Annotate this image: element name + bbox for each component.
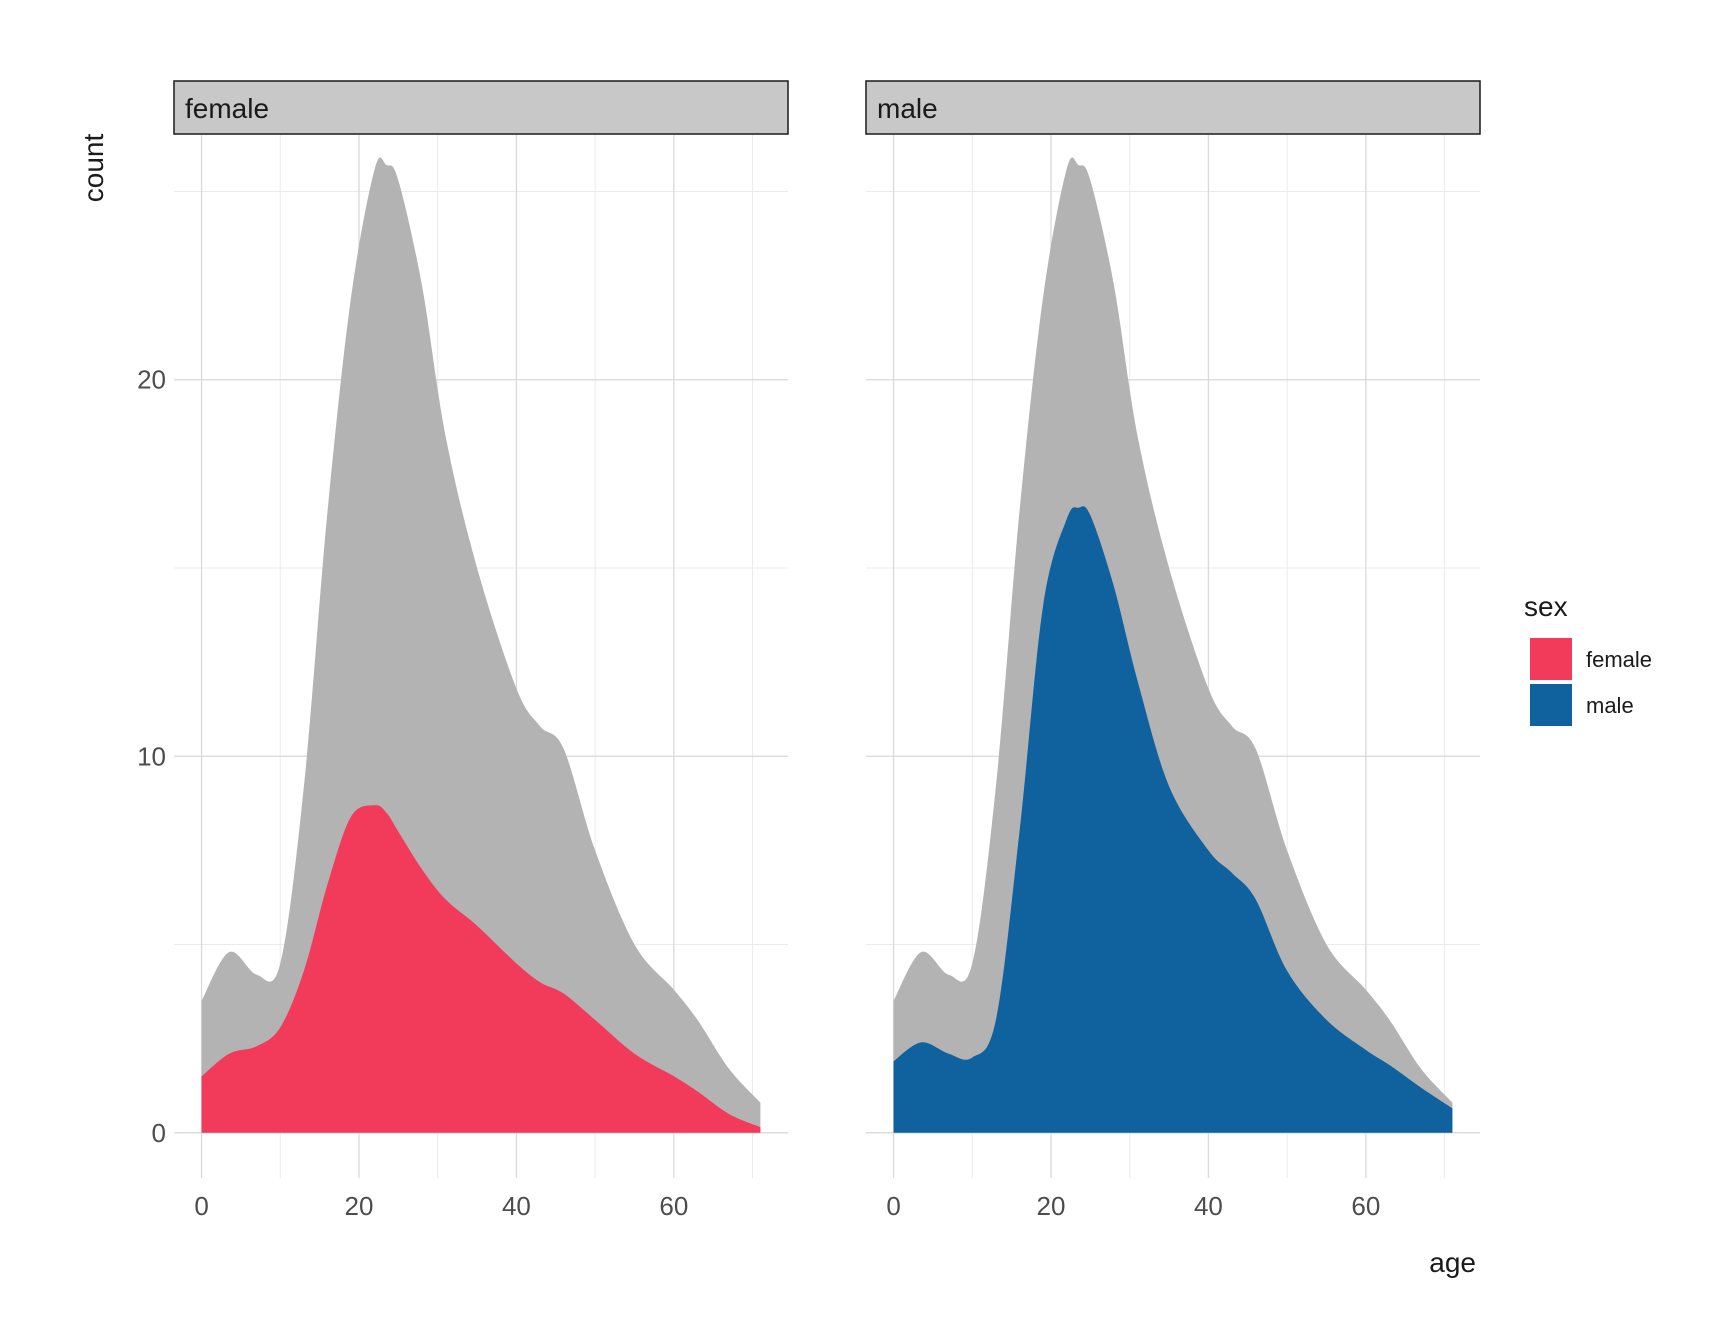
legend-label-male: male <box>1586 693 1634 718</box>
facet-strip-label-female: female <box>185 93 269 124</box>
legend-label-female: female <box>1586 647 1652 672</box>
female-density-area <box>201 805 761 1133</box>
legend-key-female <box>1530 638 1572 680</box>
y-tick-label: 20 <box>137 365 166 395</box>
facet-panels: female 0 20 40 60 0 10 20 male 0 20 40 60 <box>137 80 1481 1221</box>
legend: sex female male <box>1524 591 1652 726</box>
x-tick-label: 20 <box>1037 1191 1066 1221</box>
legend-title: sex <box>1524 591 1568 622</box>
panel-male: male 0 20 40 60 <box>865 80 1481 1221</box>
facet-strip-male <box>865 80 1481 135</box>
facet-strip-label-male: male <box>877 93 938 124</box>
x-tick-label: 60 <box>659 1191 688 1221</box>
x-axis-title: age <box>1429 1247 1476 1278</box>
x-tick-label: 20 <box>345 1191 374 1221</box>
x-tick-label: 40 <box>502 1191 531 1221</box>
facet-strip-female <box>173 80 789 135</box>
x-tick-label: 40 <box>1194 1191 1223 1221</box>
y-tick-label: 0 <box>152 1118 166 1148</box>
x-tick-label: 0 <box>886 1191 900 1221</box>
x-tick-label: 60 <box>1351 1191 1380 1221</box>
male-density-area <box>893 506 1453 1133</box>
legend-key-male <box>1530 684 1572 726</box>
y-axis-title: count <box>78 134 109 203</box>
y-tick-label: 10 <box>137 741 166 771</box>
panel-female: female 0 20 40 60 0 10 20 <box>137 80 789 1221</box>
x-tick-label: 0 <box>194 1191 208 1221</box>
